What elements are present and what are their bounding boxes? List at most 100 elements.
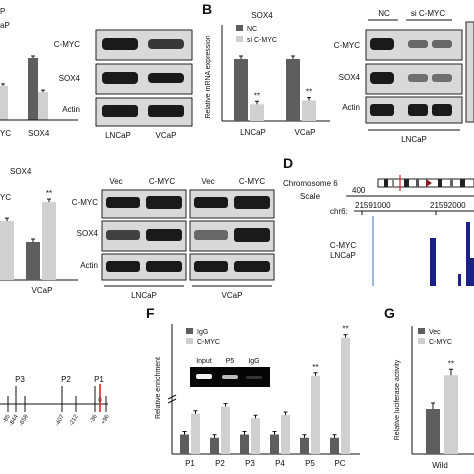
bar-c-myc: [221, 406, 230, 454]
panel-c-row-sox4: SOX4: [77, 229, 99, 238]
blot-band: [102, 38, 138, 50]
legend-swatch-cmyc: [186, 338, 193, 344]
bar-c-myc: [341, 337, 350, 454]
significance-label: **: [312, 363, 318, 372]
panel-b-blot-header-si: si C-MYC: [411, 9, 445, 18]
bar-nc: [234, 59, 248, 121]
panel-b-blot-row-actin: Actin: [342, 103, 360, 112]
tick-label: PC: [334, 459, 345, 468]
panel-f-ylabel: Relative enrichment: [155, 357, 162, 419]
panel-g-letter: G: [384, 305, 395, 321]
panel-a-xlabel-2: SOX4: [28, 129, 50, 138]
bar-si-c-myc: [302, 100, 316, 121]
panel-e-pos-3: -658: [19, 413, 31, 427]
tick-label: P4: [275, 459, 285, 468]
panel-c-chart: **: [0, 189, 56, 280]
blot-band: [432, 74, 452, 82]
tick-label: P2: [215, 459, 225, 468]
bar-c-myc: [444, 375, 458, 454]
panel-c-header-4: C-MYC: [239, 177, 265, 186]
panel-d-scale-value: 400: [352, 186, 366, 195]
panel-e-pos-8: +96: [100, 413, 111, 425]
panel-a-blot-row-1: C-MYC: [54, 40, 80, 49]
panel-b-blot-row-sox4: SOX4: [339, 73, 361, 82]
panel-e-pos-1: -85: [2, 413, 12, 424]
panel-c-row-cmyc: C-MYC: [72, 198, 98, 207]
panel-b-blot-edge: [465, 21, 474, 123]
panel-f-chart: P1 P2 P3 P4 P5 PC ** **: [180, 325, 350, 468]
significance-label: **: [46, 189, 52, 198]
bar-igg: [180, 434, 189, 454]
panel-f-legend-cmyc: C-MYC: [197, 339, 220, 346]
panel-b-xlabel-lncap: LNCaP: [240, 128, 266, 137]
tick-label: P3: [245, 459, 255, 468]
tick-label: P5: [305, 459, 315, 468]
panel-d-scale: Scale: [300, 192, 321, 201]
blot-band: [370, 38, 394, 50]
bar-igg: [240, 434, 249, 454]
blot-band: [106, 197, 140, 208]
axis-break: [167, 394, 177, 400]
legend-swatch-nc: [236, 25, 243, 31]
panel-c-row-actin: Actin: [80, 261, 98, 270]
panel-d: D Chromosome 6 Scale 400 chr6: 21591000 …: [283, 155, 474, 286]
panel-c-header-2: C-MYC: [149, 177, 175, 186]
blot-band: [102, 72, 138, 84]
panel-b-blot-row-cmyc: C-MYC: [334, 41, 360, 50]
panel-b-legend-si: si C-MYC: [247, 37, 277, 44]
panel-g-xlabel: Wild: [432, 461, 448, 470]
bar-s1: [0, 221, 14, 280]
panel-g-ylabel: Relative luciferase activity: [394, 359, 401, 440]
blot-band: [194, 197, 228, 208]
bar-igg: [330, 437, 339, 454]
blot-band: [432, 40, 452, 48]
blot-band: [194, 230, 228, 240]
panel-a: P aP YC SOX4 C-MYC SOX4 Actin LNCaP VCaP: [0, 7, 193, 140]
panel-e-pos-6: -36: [89, 413, 99, 424]
bar-vec: [426, 409, 440, 454]
panel-e-site-p2: P2: [61, 375, 71, 384]
blot-band: [408, 104, 428, 116]
panel-d-chromosome: Chromosome 6: [283, 179, 338, 188]
blot-band: [370, 72, 394, 84]
panel-e-pos-4: -407: [55, 413, 67, 427]
panel-f: F Relative enrichment IgG C-MYC Input P5…: [146, 305, 360, 468]
blot-band: [148, 105, 184, 117]
panel-e-site-p3: P3: [15, 375, 25, 384]
chip-seq-peaks: [430, 222, 474, 286]
panel-f-gel-input: Input: [196, 358, 212, 365]
panel-b-ylabel: Relative mRNA expression: [205, 35, 212, 118]
bar-c-myc: [191, 413, 200, 454]
blot-band: [148, 73, 184, 83]
blot-band: [146, 261, 182, 272]
legend-swatch-cmyc: [418, 338, 425, 344]
bar-si-c-myc: [250, 104, 264, 121]
panel-c-header-1: Vec: [109, 177, 122, 186]
significance-label: **: [306, 88, 312, 97]
panel-g-legend-vec: Vec: [429, 329, 441, 336]
bar-c-myc: [281, 415, 290, 454]
blot-band: [106, 261, 140, 272]
panel-e-pos-5: -212: [69, 413, 81, 427]
blot-band: [102, 105, 138, 117]
bar-s0: [26, 242, 40, 280]
bar-c-myc: [251, 418, 260, 454]
panel-c-xlabel: VCaP: [32, 286, 53, 295]
agarose-gel: [190, 367, 270, 387]
bar-igg: [270, 434, 279, 454]
significance-label: **: [448, 359, 454, 368]
panel-d-coord-1: 21591000: [355, 201, 391, 210]
blot-band: [234, 196, 270, 209]
panel-d-track-2: LNCaP: [330, 251, 356, 260]
bar-igg: [300, 437, 309, 454]
bar-c-myc: [311, 375, 320, 454]
panel-c-title: SOX4: [10, 167, 32, 176]
panel-a-blot-row-3: Actin: [62, 105, 80, 114]
panel-c-header-3: Vec: [201, 177, 214, 186]
panel-a-chart: [0, 55, 48, 120]
blot-band: [234, 261, 270, 272]
blot-band: [408, 74, 428, 82]
panel-a-lane-vcap: VCaP: [156, 131, 177, 140]
tick-label: P1: [185, 459, 195, 468]
blot-band: [370, 104, 394, 116]
